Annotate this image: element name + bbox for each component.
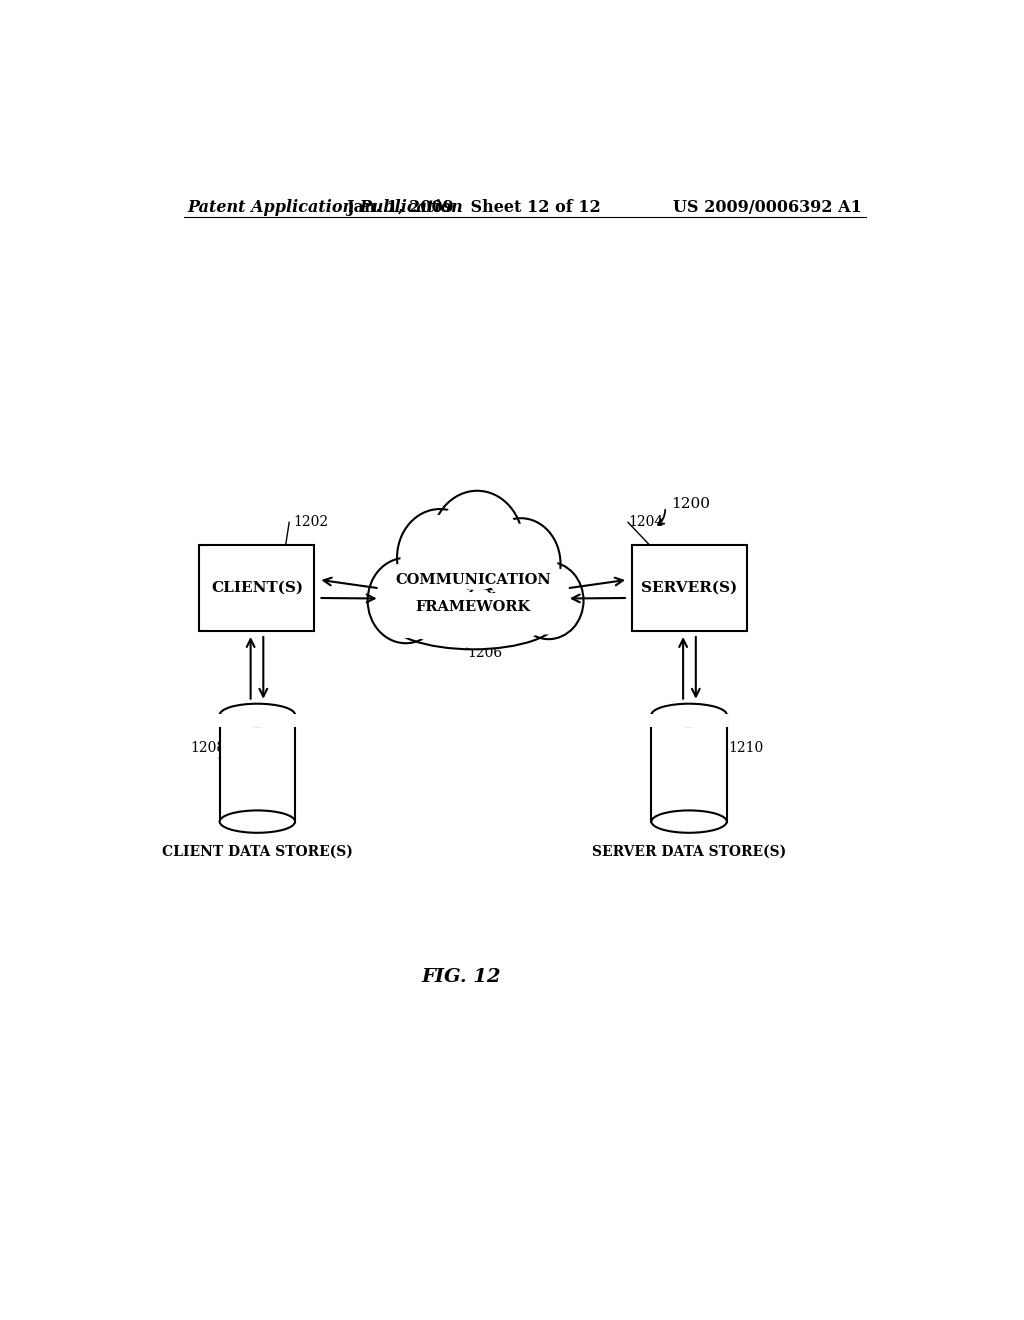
Text: Patent Application Publication: Patent Application Publication: [187, 199, 463, 215]
Text: US 2009/0006392 A1: US 2009/0006392 A1: [673, 199, 862, 215]
Ellipse shape: [400, 515, 479, 601]
Ellipse shape: [220, 810, 295, 833]
FancyBboxPatch shape: [651, 715, 727, 821]
Text: FRAMEWORK: FRAMEWORK: [416, 599, 530, 614]
Text: CLIENT DATA STORE(S): CLIENT DATA STORE(S): [162, 845, 353, 859]
Text: FIG. 12: FIG. 12: [422, 968, 501, 986]
Text: CLIENT(S): CLIENT(S): [211, 581, 303, 595]
Text: 1204: 1204: [628, 515, 664, 529]
Ellipse shape: [387, 589, 559, 649]
Ellipse shape: [484, 524, 557, 605]
Ellipse shape: [431, 491, 523, 597]
Text: 1200: 1200: [672, 496, 711, 511]
FancyBboxPatch shape: [200, 545, 314, 631]
FancyBboxPatch shape: [632, 545, 748, 631]
Ellipse shape: [394, 591, 552, 645]
Text: Jan. 1, 2009   Sheet 12 of 12: Jan. 1, 2009 Sheet 12 of 12: [346, 199, 601, 215]
Text: SERVER(S): SERVER(S): [641, 581, 737, 595]
Text: 1210: 1210: [729, 741, 764, 755]
FancyBboxPatch shape: [220, 715, 295, 821]
Text: 1206: 1206: [468, 647, 503, 660]
Ellipse shape: [220, 704, 295, 726]
Ellipse shape: [368, 558, 443, 643]
Ellipse shape: [397, 510, 482, 607]
Ellipse shape: [651, 704, 727, 726]
FancyBboxPatch shape: [218, 714, 297, 727]
FancyBboxPatch shape: [650, 714, 728, 727]
Ellipse shape: [514, 562, 584, 639]
Text: 1208: 1208: [189, 741, 225, 755]
Ellipse shape: [651, 810, 727, 833]
Text: SERVER DATA STORE(S): SERVER DATA STORE(S): [592, 845, 786, 859]
Ellipse shape: [371, 562, 440, 638]
Text: COMMUNICATION: COMMUNICATION: [395, 573, 551, 587]
Ellipse shape: [481, 519, 560, 610]
Ellipse shape: [516, 566, 581, 635]
Text: 1202: 1202: [293, 515, 329, 529]
Ellipse shape: [435, 498, 519, 590]
